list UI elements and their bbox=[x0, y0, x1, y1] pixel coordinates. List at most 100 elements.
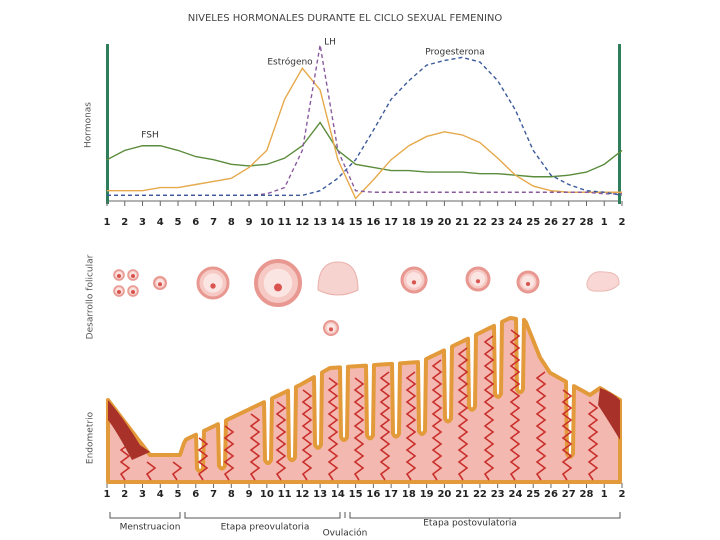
menstrual-tissue bbox=[598, 388, 620, 440]
x-tick-label: 27 bbox=[562, 489, 576, 500]
x-tick-label: 18 bbox=[402, 217, 416, 228]
spiral-artery bbox=[301, 389, 313, 481]
series-label: Progesterona bbox=[425, 48, 485, 58]
x-tick-label: 6 bbox=[192, 217, 199, 228]
oocyte bbox=[210, 283, 216, 289]
x-tick-label: 27 bbox=[562, 217, 576, 228]
side-bar bbox=[618, 44, 621, 204]
oocyte bbox=[117, 274, 121, 278]
x-tick-label: 26 bbox=[544, 489, 558, 500]
spiral-artery bbox=[587, 401, 599, 481]
x-tick-label: 23 bbox=[491, 489, 505, 500]
x-tick-label: 22 bbox=[473, 489, 487, 500]
series-label: Estrógeno bbox=[267, 57, 313, 68]
x-tick-label: 22 bbox=[473, 217, 487, 228]
x-tick-label: 23 bbox=[491, 217, 505, 228]
x-tick-label: 2 bbox=[121, 489, 128, 500]
x-tick-label: 7 bbox=[210, 217, 217, 228]
spiral-artery bbox=[197, 437, 209, 481]
x-tick-label: 10 bbox=[260, 217, 274, 228]
x-tick-label: 11 bbox=[278, 489, 292, 500]
spiral-artery bbox=[171, 461, 183, 481]
x-tick-label: 2 bbox=[121, 217, 128, 228]
x-tick-label: 16 bbox=[366, 489, 380, 500]
x-tick-label: 20 bbox=[437, 217, 451, 228]
side-bar bbox=[106, 44, 109, 204]
x-tick-label: 21 bbox=[455, 217, 469, 228]
x-tick-label: 5 bbox=[175, 217, 182, 228]
spiral-artery bbox=[249, 413, 261, 481]
follicle-label: Desarrollo folicular bbox=[86, 254, 96, 339]
x-tick-label: 3 bbox=[139, 217, 146, 228]
x-tick-label: 7 bbox=[210, 489, 217, 500]
x-tick-label: 18 bbox=[402, 489, 416, 500]
oocyte bbox=[117, 290, 121, 294]
series-line bbox=[107, 44, 622, 197]
follicle bbox=[113, 285, 125, 297]
spiral-artery bbox=[561, 389, 573, 481]
spiral-artery bbox=[431, 359, 443, 481]
follicle bbox=[400, 266, 428, 294]
series-line bbox=[106, 121, 623, 178]
phase-label: Ovulación bbox=[323, 528, 368, 539]
x-tick-label: 12 bbox=[295, 489, 309, 500]
x-tick-label: 21 bbox=[455, 489, 469, 500]
x-tick-label: 25 bbox=[526, 217, 540, 228]
spiral-artery bbox=[145, 461, 157, 481]
x-tick-label: 26 bbox=[544, 217, 558, 228]
follicle bbox=[113, 269, 125, 281]
oocyte bbox=[131, 274, 135, 278]
oocyte bbox=[476, 279, 480, 284]
spiral-artery bbox=[483, 335, 495, 481]
spiral-artery bbox=[223, 425, 235, 481]
follicle bbox=[127, 269, 139, 281]
follicle bbox=[254, 259, 302, 307]
x-tick-label: 14 bbox=[331, 217, 345, 228]
series-label: FSH bbox=[141, 131, 159, 141]
follicle bbox=[516, 270, 540, 294]
phase-label: Menstruacion bbox=[120, 523, 181, 533]
chart-title: NIVELES HORMONALES DURANTE EL CICLO SEXU… bbox=[188, 13, 503, 24]
x-tick-label: 2 bbox=[619, 489, 626, 500]
phase-brackets bbox=[109, 512, 621, 519]
spiral-artery bbox=[379, 371, 391, 481]
x-tick-label: 13 bbox=[313, 217, 327, 228]
y-axis-label: Hormonas bbox=[84, 102, 94, 148]
x-tick-label: 19 bbox=[420, 489, 434, 500]
x-tick-label: 11 bbox=[278, 217, 292, 228]
spiral-artery bbox=[327, 377, 339, 481]
corpus-albicans bbox=[586, 271, 620, 292]
spiral-artery bbox=[275, 401, 287, 481]
follicle bbox=[153, 276, 167, 290]
follicle bbox=[196, 266, 230, 300]
x-tick-label: 24 bbox=[508, 489, 522, 500]
follicle bbox=[127, 285, 139, 297]
x-tick-label: 12 bbox=[295, 217, 309, 228]
x-tick-label: 8 bbox=[228, 489, 235, 500]
oocyte bbox=[526, 282, 530, 286]
x-tick-label: 2 bbox=[619, 217, 626, 228]
x-tick-label: 17 bbox=[384, 217, 398, 228]
x-tick-label: 19 bbox=[420, 217, 434, 228]
follicle bbox=[323, 320, 339, 336]
x-tick-label: 17 bbox=[384, 489, 398, 500]
series-line bbox=[107, 56, 623, 197]
x-tick-label: 5 bbox=[175, 489, 182, 500]
x-tick-label: 24 bbox=[508, 217, 522, 228]
phase-label: Etapa postovulatoria bbox=[423, 519, 517, 529]
ruptured-follicle bbox=[317, 261, 359, 296]
x-tick-label: 1 bbox=[104, 489, 111, 500]
series-line bbox=[107, 67, 622, 200]
x-tick-label: 6 bbox=[192, 489, 199, 500]
follicle bbox=[465, 266, 491, 292]
endometrium-label: Endometrio bbox=[86, 411, 96, 464]
oocyte bbox=[411, 280, 417, 285]
x-tick-label: 13 bbox=[313, 489, 327, 500]
x-tick-label: 4 bbox=[157, 217, 164, 228]
follicle-inner bbox=[263, 268, 293, 298]
x-tick-label: 3 bbox=[139, 489, 146, 500]
x-tick-label: 16 bbox=[366, 217, 380, 228]
x-tick-label: 28 bbox=[580, 217, 594, 228]
x-tick-label: 8 bbox=[228, 217, 235, 228]
